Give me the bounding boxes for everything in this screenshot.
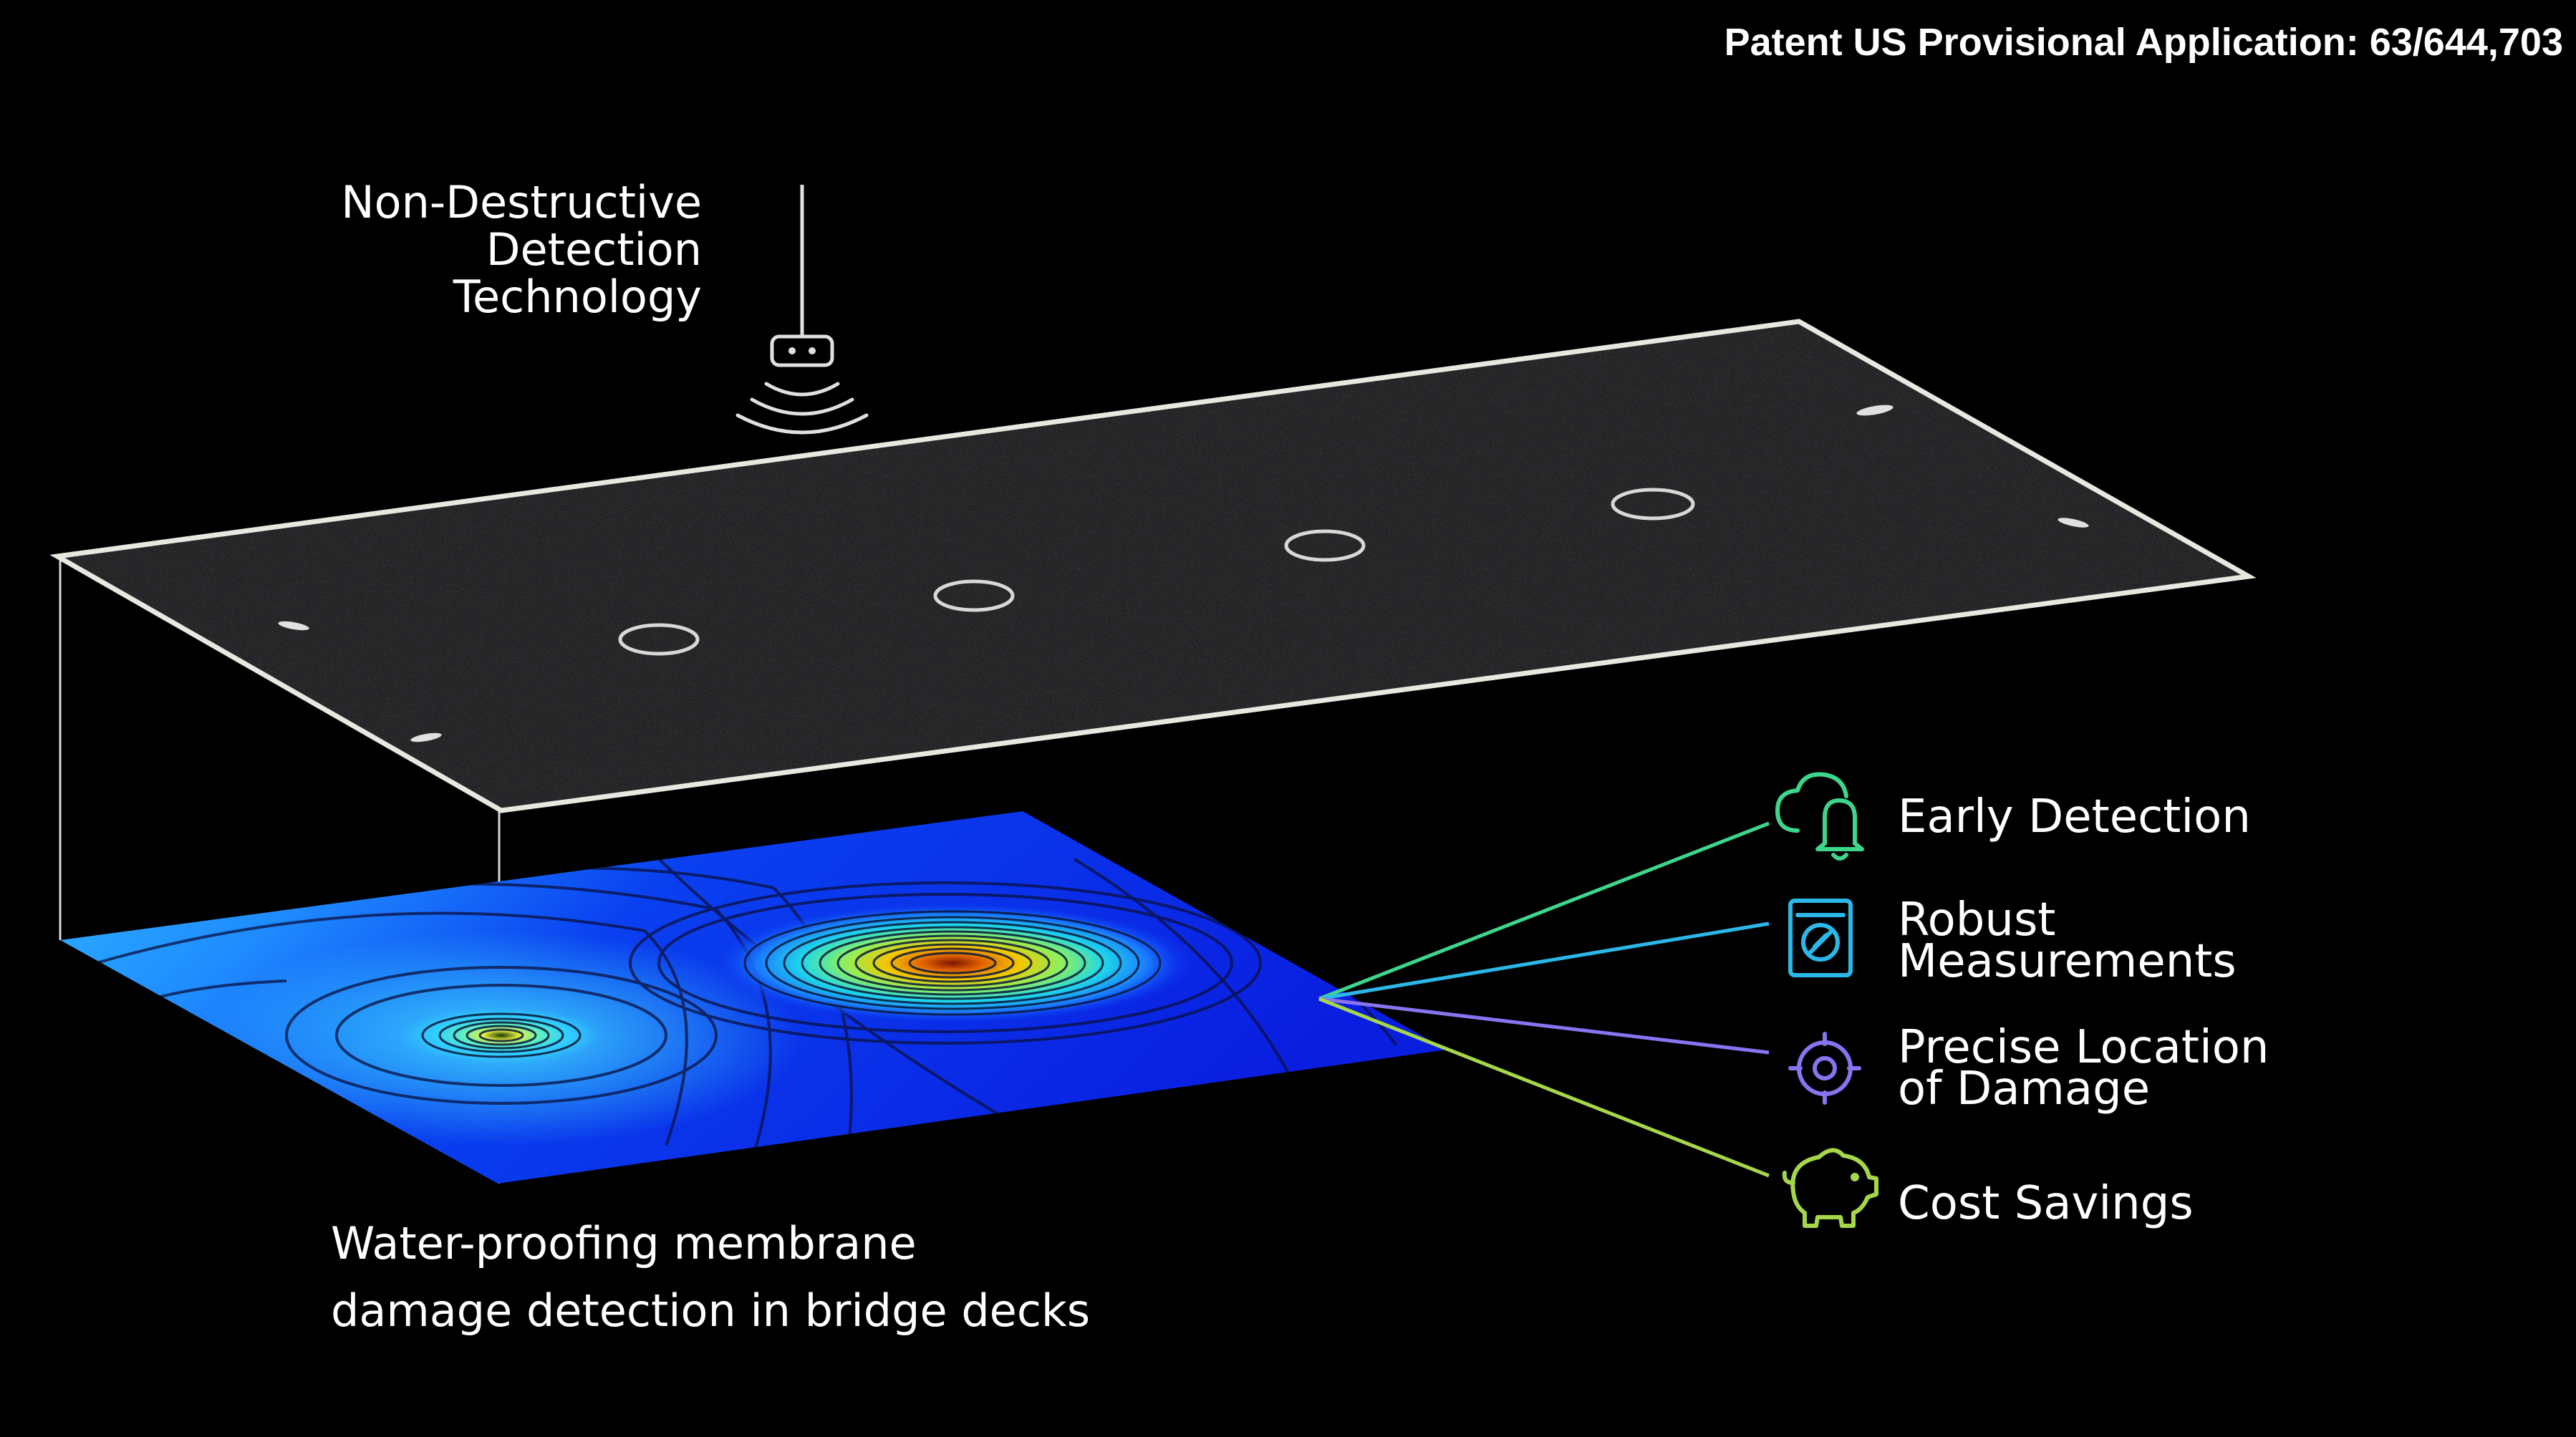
connector-line-precise-location — [1318, 997, 1770, 1055]
benefit-label: Measurements — [1898, 935, 2237, 988]
patent-notice: Patent US Provisional Application: 63/64… — [1724, 21, 2563, 64]
piggy-bank-icon — [1782, 1148, 1878, 1228]
sensor-ring — [618, 623, 700, 656]
connector-line-early-detection — [1318, 821, 1770, 1001]
technology-label-line: Technology — [453, 271, 702, 323]
caption-line: Water-proofing membrane — [331, 1217, 917, 1269]
caption-line: damage detection in bridge decks — [331, 1284, 1091, 1337]
bridge-deck-surface — [49, 319, 2257, 813]
connector-line-robust-measurements — [1318, 921, 1770, 1001]
small-damage-hotspot — [401, 1008, 602, 1063]
benefit-precise-location: Precise Location of Damage — [1898, 1021, 2269, 1116]
sensor-ring — [933, 579, 1015, 612]
target-icon — [1788, 1032, 1861, 1105]
sensor-ring — [1611, 488, 1695, 521]
detector-device-icon — [735, 185, 869, 435]
diagram-caption: Water-proofing membrane damage detection… — [331, 1210, 1090, 1345]
large-damage-hotspot — [709, 902, 1196, 1024]
sensor-ring — [1284, 529, 1366, 562]
technology-label: Non-Destructive Detection Technology — [236, 179, 702, 321]
benefit-cost-savings: Cost Savings — [1898, 1177, 2194, 1230]
benefit-robust-measurements: Robust Measurements — [1898, 894, 2237, 988]
connector-line-cost-savings — [1318, 997, 1770, 1178]
gauge-card-icon — [1788, 899, 1853, 977]
technology-label-line: Detection — [486, 223, 702, 276]
benefit-label: of Damage — [1898, 1063, 2151, 1116]
benefit-label: Cost Savings — [1898, 1177, 2194, 1230]
technology-label-line: Non-Destructive — [341, 176, 702, 228]
benefit-label: Robust — [1898, 894, 2056, 947]
benefit-early-detection: Early Detection — [1898, 790, 2251, 843]
cloud-bell-icon — [1775, 772, 1864, 861]
benefit-label: Precise Location — [1898, 1021, 2269, 1074]
membrane-heatmap — [60, 811, 1447, 1184]
benefit-label: Early Detection — [1898, 790, 2251, 843]
